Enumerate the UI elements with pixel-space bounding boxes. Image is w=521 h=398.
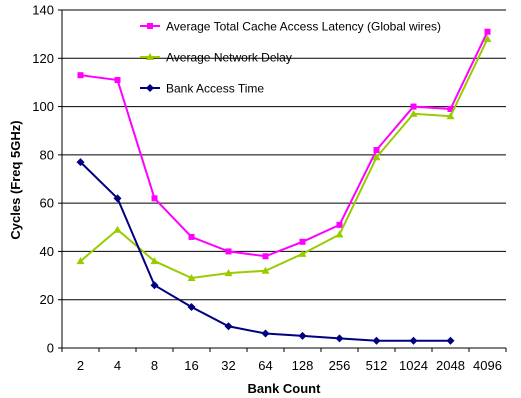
series-line	[79, 38, 489, 280]
x-tick-label: 128	[292, 358, 314, 373]
x-tick-label: 4096	[473, 358, 502, 373]
x-tick-label: 2048	[436, 358, 465, 373]
legend-label: Bank Access Time	[166, 82, 264, 96]
series-plot	[76, 28, 492, 345]
x-tick-label: 2	[77, 358, 84, 373]
x-tick-label: 4	[114, 358, 121, 373]
series-line	[80, 31, 489, 258]
data-point-triangle	[146, 53, 154, 60]
data-point-diamond	[150, 281, 159, 290]
data-point-square	[410, 103, 417, 110]
y-tick-label: 120	[32, 51, 54, 66]
data-point-square	[114, 77, 121, 84]
data-point-triangle	[224, 269, 233, 277]
data-point-diamond	[76, 158, 85, 167]
y-axis-title: Cycles (Freq 5GHz)	[8, 120, 23, 239]
legend-label: Average Network Delay	[166, 51, 292, 65]
x-tick-label: 1024	[399, 358, 428, 373]
data-point-square	[484, 28, 491, 35]
tick-labels: 0 20 40 60 80 100 120 140 2 4 8 16 32 64 128 256 512 1024…	[32, 3, 502, 374]
data-point-square	[147, 23, 153, 29]
data-point-triangle	[446, 112, 455, 120]
data-point-square	[299, 238, 306, 245]
x-tick-label: 8	[151, 358, 158, 373]
series-0	[77, 28, 491, 260]
y-tick-label: 0	[47, 341, 54, 356]
x-tick-label: 64	[258, 358, 272, 373]
data-point-diamond	[372, 336, 381, 345]
data-point-square	[373, 147, 380, 154]
y-tick-label: 60	[40, 196, 54, 211]
data-point-triangle	[187, 273, 196, 281]
legend-label: Average Total Cache Access Latency (Glob…	[166, 20, 441, 34]
x-tick-label: 256	[329, 358, 351, 373]
y-tick-label: 20	[40, 292, 54, 307]
x-tick-label: 16	[184, 358, 198, 373]
data-point-square	[188, 233, 195, 240]
data-point-square	[447, 105, 454, 112]
data-point-triangle	[113, 225, 122, 233]
y-tick-label: 100	[32, 99, 54, 114]
data-point-diamond	[409, 336, 418, 345]
y-tick-label: 80	[40, 147, 54, 162]
x-tick-label: 32	[221, 358, 235, 373]
data-point-square	[336, 221, 343, 228]
data-point-triangle	[298, 249, 307, 257]
data-point-diamond	[224, 322, 233, 331]
data-point-square	[77, 72, 84, 79]
series-1	[76, 34, 492, 281]
data-point-diamond	[298, 331, 307, 340]
data-point-square	[225, 248, 232, 255]
data-point-triangle	[483, 34, 492, 42]
legend: Average Total Cache Access Latency (Glob…	[140, 20, 441, 96]
data-point-diamond	[446, 336, 455, 345]
legend-item: Bank Access Time	[140, 82, 264, 96]
data-point-square	[151, 195, 158, 202]
series-2	[76, 158, 455, 345]
data-point-diamond	[113, 194, 122, 203]
data-point-triangle	[409, 109, 418, 117]
data-point-square	[262, 253, 269, 260]
data-point-triangle	[335, 230, 344, 238]
data-point-diamond	[335, 334, 344, 343]
data-point-triangle	[76, 257, 85, 265]
x-tick-label: 512	[366, 358, 388, 373]
data-point-triangle	[261, 266, 270, 274]
x-axis-title: Bank Count	[248, 381, 322, 396]
data-point-diamond	[187, 302, 196, 311]
data-point-diamond	[261, 329, 270, 338]
legend-item: Average Total Cache Access Latency (Glob…	[140, 20, 441, 34]
gridlines	[62, 9, 506, 301]
data-point-triangle	[372, 153, 381, 161]
data-point-diamond	[146, 84, 154, 92]
legend-item: Average Network Delay	[140, 51, 292, 65]
y-tick-label: 40	[40, 244, 54, 259]
data-point-triangle	[150, 257, 159, 265]
axes	[58, 9, 507, 352]
y-tick-label: 140	[32, 3, 54, 18]
